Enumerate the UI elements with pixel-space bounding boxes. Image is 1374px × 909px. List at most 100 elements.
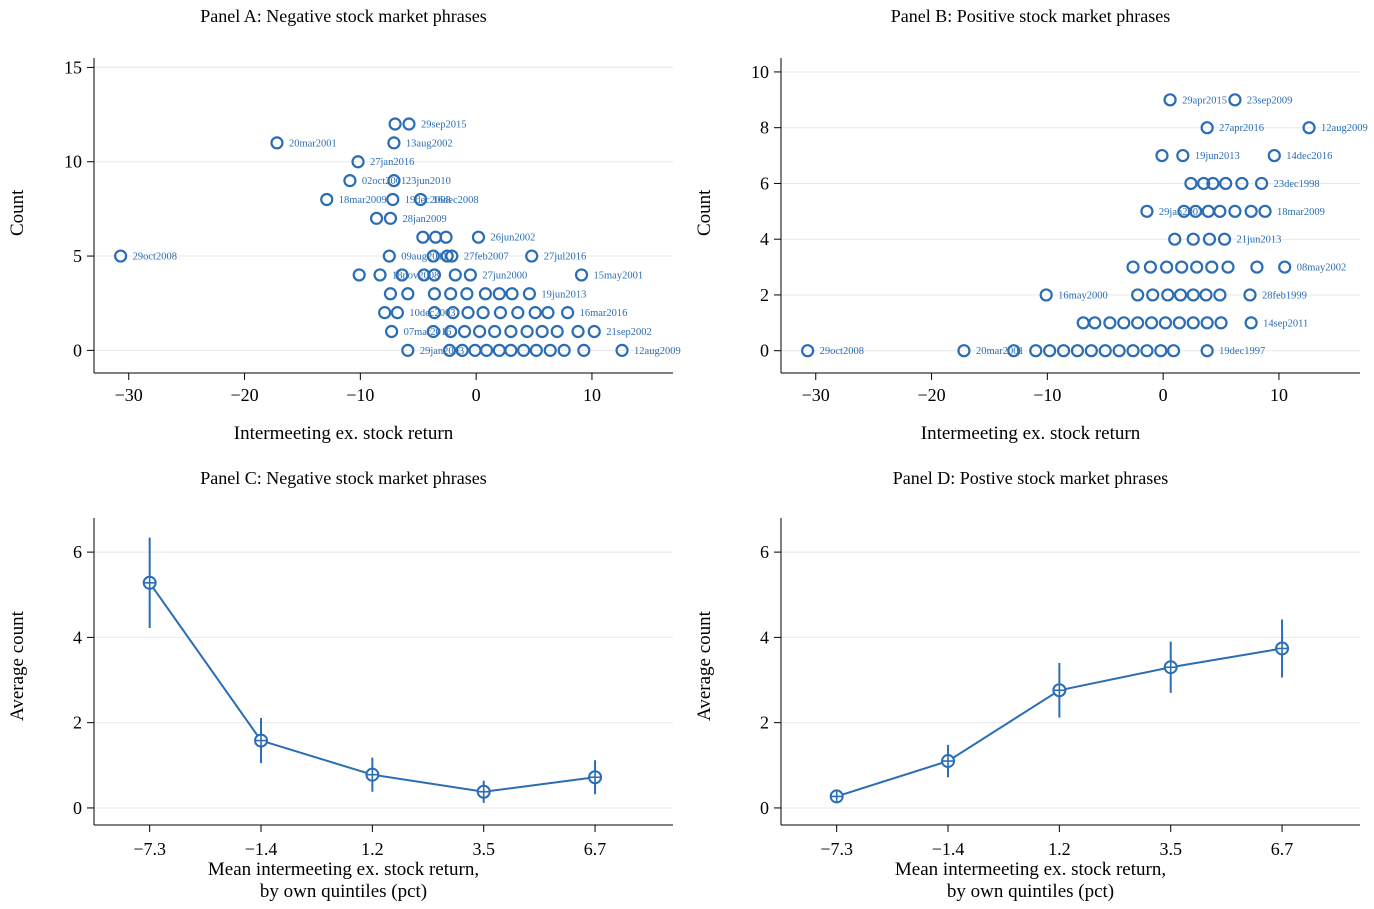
x-tick-label: 1.2 [361, 839, 384, 859]
scatter-point [543, 343, 557, 357]
point-label: 27apr2016 [1219, 123, 1264, 134]
scatter-point [577, 343, 591, 357]
scatter-point [473, 324, 487, 339]
scatter-point [535, 324, 549, 339]
scatter-point [1140, 344, 1154, 358]
scatter-point [1112, 344, 1126, 358]
point-label: 14dec2016 [1286, 151, 1332, 162]
scatter-point [1221, 260, 1235, 274]
scatter-point [1190, 260, 1204, 274]
scatter-point [427, 306, 442, 320]
scatter-point [1158, 316, 1173, 330]
y-tick-label: 4 [760, 229, 769, 249]
x-axis-label-line2: by own quintiles (pct) [259, 881, 428, 902]
point-label: 14sep2011 [1263, 318, 1308, 329]
x-tick-label: −20 [917, 385, 945, 405]
point-label: 18mar2009 [1277, 207, 1325, 218]
point-label: 19dec2008 [405, 195, 451, 206]
x-tick-label: −1.4 [932, 839, 965, 859]
scatter-point [1228, 93, 1242, 107]
scatter-point [504, 324, 518, 339]
x-tick-label: −1.4 [245, 839, 278, 859]
scatter-point [439, 230, 453, 244]
scatter-point [461, 306, 475, 320]
scatter-point [387, 136, 401, 150]
scatter-point [1168, 232, 1182, 246]
scatter-point [351, 155, 365, 169]
scatter-point [1258, 204, 1272, 218]
panel-a: Panel A: Negative stock market phrases 0… [0, 0, 687, 450]
scatter-point [517, 343, 531, 357]
scatter-point [1175, 260, 1189, 274]
scatter-point [373, 268, 387, 282]
y-axis-label: Count [694, 189, 715, 236]
scatter-point [1278, 260, 1292, 274]
point-label: 23dec1998 [1274, 179, 1320, 190]
scatter-point [1200, 344, 1214, 358]
scatter-point [395, 268, 409, 282]
scatter-point [571, 324, 585, 339]
scatter-point [587, 324, 601, 339]
point-label: 16may2000 [1058, 290, 1108, 301]
scatter-point [1228, 204, 1242, 218]
scatter-point [1254, 176, 1269, 191]
scatter-point [1117, 316, 1131, 330]
scatter-point [442, 343, 457, 357]
scatter-point [1163, 93, 1177, 107]
scatter-point [1154, 344, 1168, 358]
scatter-point [343, 174, 357, 188]
point-label: 29apr2015 [1182, 95, 1227, 106]
point-label: 27jul2016 [544, 252, 587, 263]
point-label: 21sep2002 [606, 327, 652, 338]
scatter-point [1199, 288, 1213, 302]
y-axis-label: Count [7, 189, 28, 236]
point-label: 23sep2009 [1247, 95, 1293, 106]
scatter-point [427, 268, 442, 282]
point-label: 29jan2003 [420, 346, 464, 357]
scatter-point [463, 268, 477, 282]
x-tick-label: −20 [230, 385, 258, 405]
panel-a-plot: 0 5 10 15 −30 −20 −10 0 10 29oct2008 20mar2001 18ma… [64, 57, 681, 405]
panel-title: Panel B: Positive stock market phrases [890, 6, 1171, 26]
scatter-point [390, 306, 404, 320]
scatter-point [488, 324, 502, 339]
point-label: 27feb2007 [464, 252, 509, 263]
scatter-point [440, 249, 454, 263]
scatter-point [522, 287, 537, 301]
scatter-point [352, 268, 366, 282]
y-tick-label: 4 [73, 627, 82, 647]
panel-c: Panel C: Negative stock market phrases 0… [0, 455, 687, 909]
scatter-point [1144, 316, 1159, 330]
scatter-point [1244, 204, 1258, 218]
scatter-point [444, 287, 458, 301]
scatter-point [455, 343, 469, 357]
scatter-point [448, 268, 462, 282]
scatter-point [1200, 316, 1214, 330]
scatter-point [1126, 260, 1140, 274]
x-tick-label: −30 [115, 385, 143, 405]
point-label: 19jun2013 [541, 289, 586, 300]
scatter-point [1143, 260, 1158, 274]
scatter-point [460, 287, 474, 301]
point-label: 12aug2009 [1321, 123, 1368, 134]
scatter-point [1235, 176, 1249, 191]
scatter-point [270, 136, 284, 150]
point-label: 10dec2003 [409, 308, 455, 319]
scatter-point [1197, 176, 1211, 191]
scatter-point [550, 324, 564, 339]
point-label: 09aug2011 [401, 252, 447, 263]
y-tick-label: 2 [760, 713, 769, 733]
scatter-point [1172, 316, 1186, 330]
x-tick-label: 0 [472, 385, 481, 405]
y-tick-label: 2 [73, 713, 82, 733]
point-label: 08may2002 [1297, 263, 1347, 274]
y-tick-label: 4 [760, 627, 769, 647]
scatter-point [1217, 232, 1232, 246]
scatter-point [1244, 316, 1258, 330]
scatter-point [320, 192, 334, 207]
scatter-point [1200, 121, 1214, 135]
point-label: 28jan2009 [402, 214, 446, 225]
y-tick-label: 0 [760, 798, 769, 818]
point-label: 19dec1997 [1219, 346, 1265, 357]
scatter-point [378, 306, 392, 320]
